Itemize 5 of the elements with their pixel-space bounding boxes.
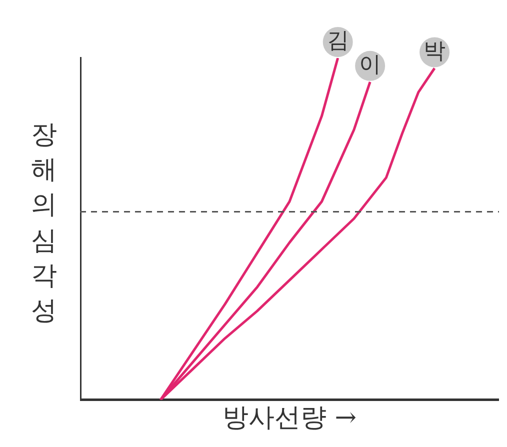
y-axis-title: 장해의 심각성 [30,119,58,328]
series-label: 김 [326,28,349,54]
series-label: 박 [424,38,446,64]
x-axis-title: 방사선량 → [222,403,357,434]
series-label: 이 [359,52,382,78]
